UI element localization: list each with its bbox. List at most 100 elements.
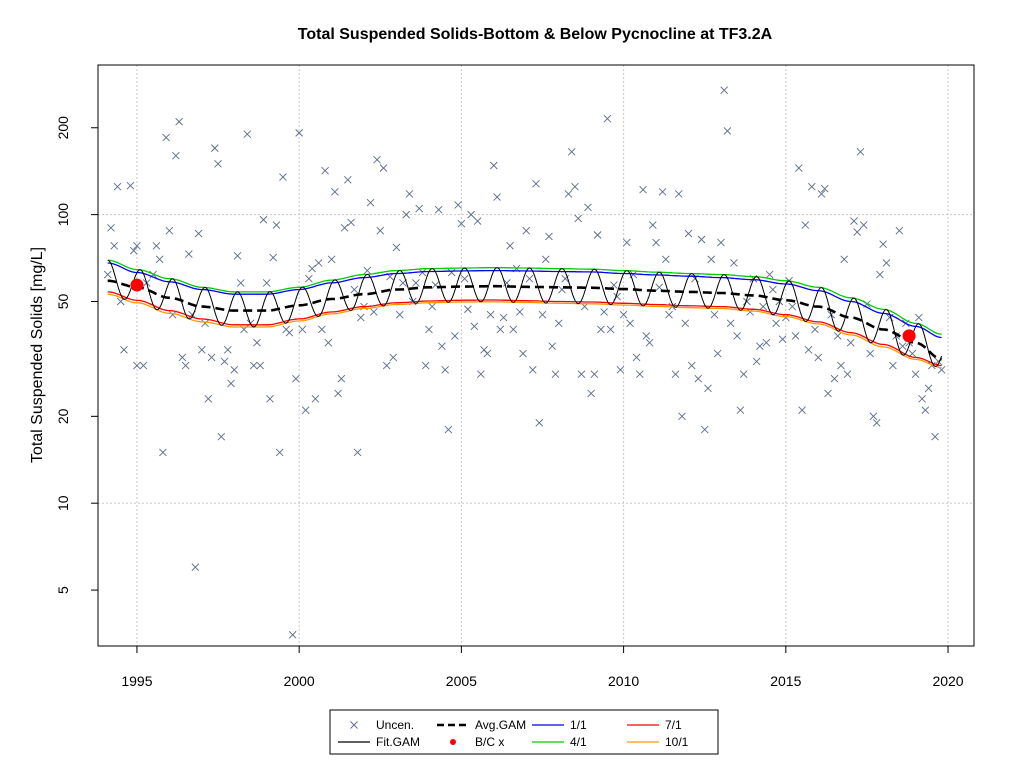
- uncen-point: [155, 255, 164, 264]
- uncen-mark: [661, 255, 670, 264]
- uncen-point: [402, 210, 411, 219]
- uncen-point: [227, 379, 235, 388]
- uncen-mark: [548, 342, 557, 351]
- uncen-mark: [658, 187, 667, 196]
- x-tick-label: 2010: [608, 673, 639, 689]
- uncen-point: [723, 127, 732, 135]
- uncen-point: [548, 342, 557, 351]
- uncen-mark: [700, 425, 709, 434]
- uncen-point: [107, 224, 115, 232]
- uncen-point: [210, 144, 219, 152]
- uncen-point: [159, 448, 167, 457]
- uncen-mark: [298, 325, 307, 334]
- uncen-mark: [253, 338, 261, 347]
- uncen-mark: [353, 448, 362, 457]
- uncen-point: [110, 241, 119, 250]
- uncen-point: [856, 148, 865, 156]
- uncen-mark: [574, 214, 582, 223]
- uncen-mark: [645, 338, 654, 347]
- uncen-point: [334, 389, 342, 398]
- uncen-mark: [687, 361, 696, 370]
- y-tick-label: 200: [55, 116, 71, 140]
- uncen-mark: [288, 630, 297, 639]
- uncen-mark: [168, 310, 177, 319]
- uncen-mark: [898, 342, 907, 351]
- uncen-point: [292, 374, 300, 383]
- uncen-mark: [707, 255, 716, 264]
- legend-item: Avg.GAM: [437, 718, 526, 732]
- uncen-point: [788, 302, 797, 311]
- uncen-point: [700, 425, 709, 434]
- legend-label: Uncen.: [376, 718, 414, 732]
- uncen-point: [898, 342, 907, 351]
- uncen-point: [694, 374, 703, 383]
- uncen-mark: [412, 279, 420, 287]
- uncen-mark: [843, 370, 852, 378]
- uncen-point: [470, 322, 479, 331]
- uncen-mark: [532, 179, 540, 188]
- uncen-point: [486, 310, 495, 319]
- uncen-mark: [292, 374, 300, 383]
- uncen-point: [438, 342, 446, 351]
- uncen-mark: [551, 370, 560, 378]
- uncen-point: [882, 259, 891, 267]
- uncen-point: [152, 241, 161, 250]
- uncen-point: [483, 349, 492, 358]
- uncen-point: [120, 346, 128, 354]
- uncen-point: [597, 325, 605, 334]
- uncen-point: [584, 203, 592, 212]
- uncen-mark: [639, 185, 647, 194]
- uncen-mark: [275, 448, 284, 457]
- uncen-point: [201, 319, 209, 328]
- uncen-mark: [519, 349, 527, 358]
- uncen-mark: [554, 319, 563, 328]
- uncen-point: [434, 205, 443, 214]
- uncen-mark: [415, 204, 424, 213]
- bc-point: [130, 278, 144, 292]
- uncen-point: [467, 210, 475, 219]
- uncen-point: [545, 232, 553, 241]
- uncen-point: [129, 246, 138, 255]
- uncen-point: [421, 361, 430, 370]
- uncen-point: [311, 394, 320, 403]
- uncen-point: [168, 310, 177, 319]
- uncen-point: [571, 182, 579, 191]
- uncen-point: [824, 389, 832, 398]
- uncen-mark: [301, 406, 310, 415]
- uncen-point: [574, 214, 582, 223]
- legend-label: 10/1: [665, 735, 689, 749]
- uncen-mark: [820, 184, 829, 193]
- legend-item: Uncen.: [350, 718, 414, 732]
- uncen-point: [172, 151, 180, 160]
- uncen-point: [733, 332, 741, 340]
- legend-label: B/C x: [475, 735, 504, 749]
- uncen-point: [454, 201, 462, 209]
- uncen-mark: [236, 279, 245, 287]
- uncen-mark: [704, 384, 712, 393]
- gam-4-1-line: [107, 259, 942, 335]
- uncen-point: [837, 361, 845, 370]
- uncen-point: [587, 389, 595, 398]
- uncen-point: [133, 241, 141, 250]
- uncen-mark: [794, 164, 803, 172]
- uncen-point: [616, 365, 625, 374]
- uncen-mark: [233, 251, 242, 260]
- uncen-point: [194, 229, 203, 238]
- uncen-mark: [425, 325, 433, 334]
- uncen-point: [567, 148, 576, 156]
- uncen-point: [165, 226, 174, 235]
- uncen-mark: [113, 182, 122, 191]
- uncen-mark: [210, 144, 219, 152]
- uncen-point: [353, 448, 362, 457]
- uncen-point: [425, 325, 433, 334]
- uncen-mark: [882, 259, 891, 267]
- uncen-point: [879, 240, 887, 248]
- uncen-point: [895, 226, 904, 235]
- gam-10-1-line: [107, 293, 942, 369]
- uncen-mark: [616, 365, 625, 374]
- uncen-point: [833, 332, 842, 340]
- uncen-mark: [632, 353, 641, 362]
- uncen-point: [444, 425, 453, 434]
- uncen-point: [457, 219, 466, 228]
- uncen-point: [178, 353, 187, 362]
